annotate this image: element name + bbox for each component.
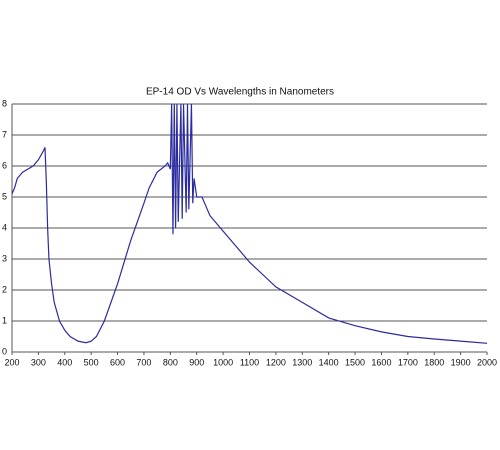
x-tick-label: 2000 [477, 357, 497, 367]
x-tick-label: 1100 [240, 357, 259, 367]
y-tick-label: 1 [2, 315, 7, 325]
x-tick-label: 1800 [424, 357, 444, 367]
y-tick-label: 0 [2, 346, 7, 356]
x-tick-label: 1300 [292, 357, 312, 367]
y-tick-label: 2 [2, 284, 7, 294]
y-tick-label: 3 [2, 253, 7, 263]
y-tick-label: 8 [2, 98, 7, 108]
x-tick-label: 1200 [266, 357, 286, 367]
x-tick-label: 1700 [398, 357, 418, 367]
y-tick-label: 4 [2, 222, 7, 232]
y-tick-label: 5 [2, 191, 7, 201]
x-tick-label: 1400 [319, 357, 339, 367]
x-tick-label: 800 [163, 357, 178, 367]
x-tick-label: 600 [110, 357, 125, 367]
x-tick-label: 1600 [371, 357, 391, 367]
y-tick-label: 6 [2, 160, 7, 170]
x-tick-label: 1000 [213, 357, 233, 367]
y-tick-label: 7 [2, 129, 7, 139]
chart-title: EP-14 OD Vs Wavelengths in Nanometers [146, 87, 334, 98]
x-tick-label: 1500 [345, 357, 365, 367]
x-tick-label: 1900 [451, 357, 471, 367]
x-tick-label: 700 [136, 357, 151, 367]
x-tick-label: 200 [4, 357, 19, 367]
x-tick-label: 400 [57, 357, 72, 367]
data-line [11, 103, 488, 344]
x-tick-label: 900 [189, 357, 204, 367]
x-tick-label: 500 [84, 357, 99, 367]
x-tick-label: 300 [31, 357, 46, 367]
